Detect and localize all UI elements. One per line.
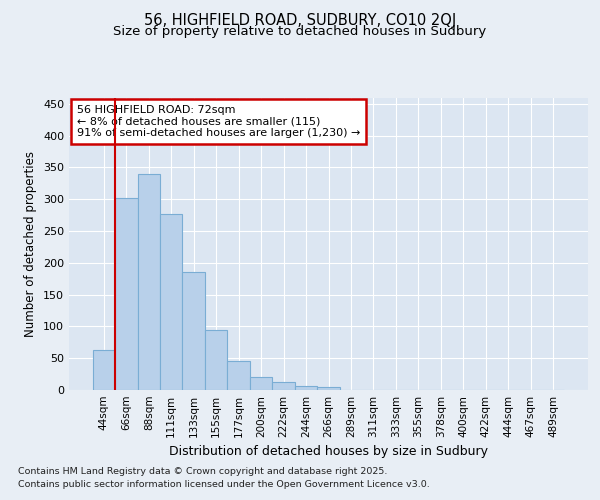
Bar bbox=[272, 382, 295, 390]
Text: Contains HM Land Registry data © Crown copyright and database right 2025.: Contains HM Land Registry data © Crown c… bbox=[18, 467, 388, 476]
Bar bbox=[137, 174, 160, 390]
Text: 56, HIGHFIELD ROAD, SUDBURY, CO10 2QJ: 56, HIGHFIELD ROAD, SUDBURY, CO10 2QJ bbox=[144, 12, 456, 28]
Bar bbox=[250, 376, 272, 390]
Bar bbox=[115, 198, 137, 390]
Text: Size of property relative to detached houses in Sudbury: Size of property relative to detached ho… bbox=[113, 25, 487, 38]
Bar bbox=[227, 362, 250, 390]
Bar bbox=[182, 272, 205, 390]
Bar bbox=[317, 387, 340, 390]
Y-axis label: Number of detached properties: Number of detached properties bbox=[25, 151, 37, 337]
Bar bbox=[295, 386, 317, 390]
Text: 56 HIGHFIELD ROAD: 72sqm
← 8% of detached houses are smaller (115)
91% of semi-d: 56 HIGHFIELD ROAD: 72sqm ← 8% of detache… bbox=[77, 105, 360, 138]
X-axis label: Distribution of detached houses by size in Sudbury: Distribution of detached houses by size … bbox=[169, 446, 488, 458]
Text: Contains public sector information licensed under the Open Government Licence v3: Contains public sector information licen… bbox=[18, 480, 430, 489]
Bar bbox=[160, 214, 182, 390]
Bar bbox=[92, 350, 115, 390]
Bar bbox=[205, 330, 227, 390]
